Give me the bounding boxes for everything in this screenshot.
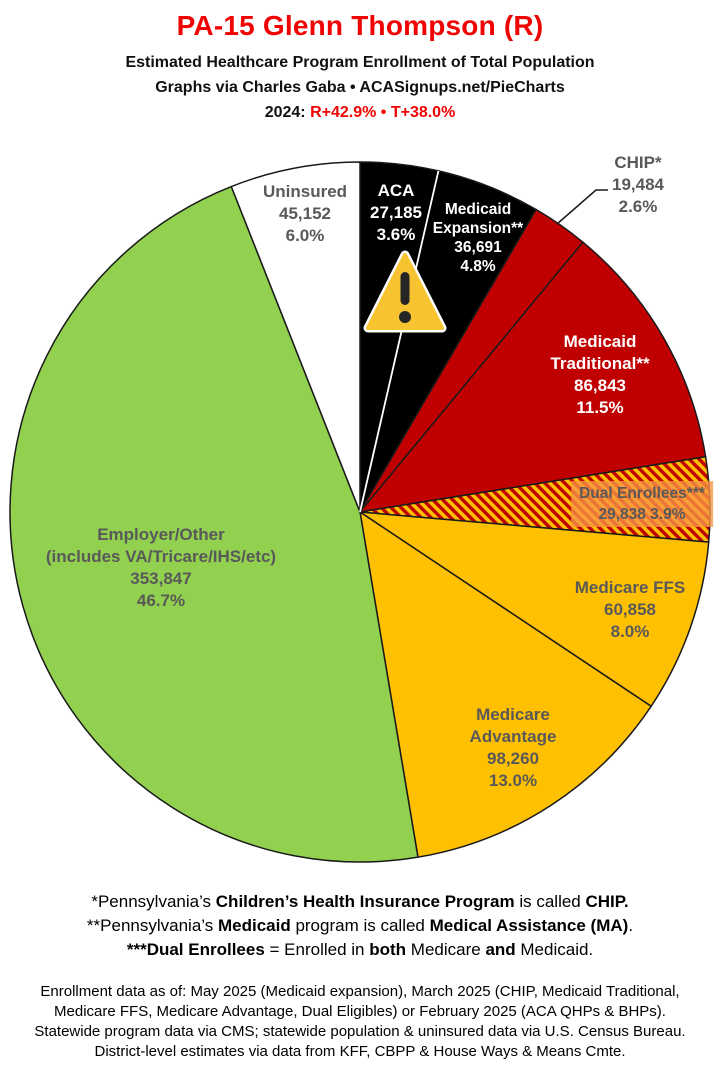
pie-slice-uninsured — [230, 161, 361, 513]
chart-header: PA-15 Glenn Thompson (R) Estimated Healt… — [0, 10, 720, 125]
data-sources-note: Enrollment data as of: May 2025 (Medicai… — [0, 982, 720, 1062]
partisan-lean-line: 2024: R+42.9% • T+38.0% — [0, 100, 720, 125]
warning-icon — [363, 250, 447, 333]
footnote-line: ***Dual Enrollees = Enrolled in both Med… — [126, 940, 594, 959]
data-sources-line: Statewide program data via CMS; statewid… — [34, 1023, 686, 1040]
subtitle-enrollment: Estimated Healthcare Program Enrollment … — [125, 54, 595, 71]
pie-slice-medicare-ffs — [359, 511, 710, 708]
pie-slice-employer-other — [9, 185, 419, 863]
year-label: 2024: — [264, 104, 311, 121]
pie-slice-medicaid-traditional — [359, 241, 707, 513]
footnote-line: **Pennsylvania’s Medicaid program is cal… — [86, 916, 634, 935]
subtitle-attribution: Graphs via Charles Gaba • ACASignups.net… — [155, 79, 565, 96]
footnotes: *Pennsylvania’s Children’s Health Insura… — [0, 890, 720, 962]
chart-subtitles: Estimated Healthcare Program Enrollment … — [0, 50, 720, 125]
data-sources-line: District-level estimates via data from K… — [94, 1043, 626, 1060]
data-sources-line: Medicare FFS, Medicare Advantage, Dual E… — [54, 1003, 666, 1020]
data-sources-line: Enrollment data as of: May 2025 (Medicai… — [40, 983, 680, 1000]
partisan-lean-values: R+42.9% • T+38.0% — [310, 104, 456, 121]
leader-line-chip — [556, 189, 608, 225]
page-title: PA-15 Glenn Thompson (R) — [176, 10, 544, 41]
pie-slice-medicare-advantage — [359, 511, 652, 858]
footnote-line: *Pennsylvania’s Children’s Health Insura… — [91, 892, 629, 911]
slice-divider-white-line — [359, 170, 440, 513]
